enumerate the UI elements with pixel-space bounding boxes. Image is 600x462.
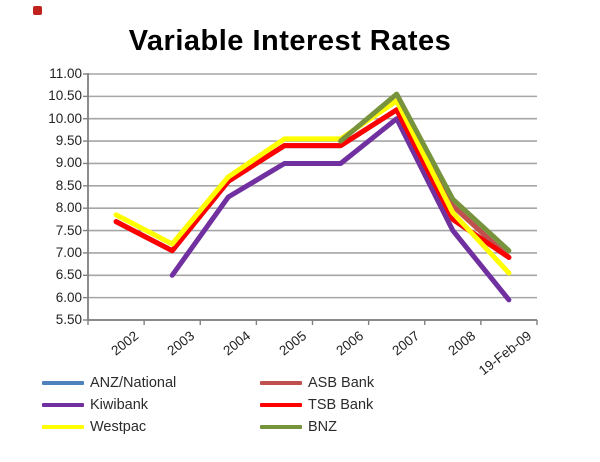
series-line-westpac	[113, 98, 512, 276]
y-tick-label: 8.50	[55, 177, 82, 193]
series-lines	[113, 91, 512, 303]
legend-swatch-asb-bank	[260, 381, 302, 385]
axis-ticks	[83, 73, 538, 325]
y-tick-label: 6.50	[55, 267, 82, 283]
y-tick-label: 8.00	[55, 200, 82, 216]
red-artifact-dot	[33, 6, 42, 15]
legend-item-asb-bank: ASB Bank	[260, 372, 490, 394]
y-tick-label: 5.50	[55, 312, 82, 327]
legend-swatch-bnz	[260, 425, 302, 429]
legend-label: Westpac	[90, 419, 147, 435]
legend-item-anz-national: ANZ/National	[42, 372, 260, 394]
legend-swatch-tsb-bank	[260, 403, 302, 407]
y-tick-label: 11.00	[49, 66, 82, 81]
legend-column: ANZ/National Kiwibank Westpac	[42, 372, 260, 438]
legend-swatch-kiwibank	[42, 403, 84, 407]
legend: ANZ/National Kiwibank Westpac ASB Bank TSB B…	[42, 372, 522, 438]
axes	[87, 73, 537, 321]
series-line-bnz	[338, 91, 512, 254]
y-tick-label: 9.00	[55, 155, 82, 171]
series-line-kiwibank	[169, 116, 512, 303]
legend-swatch-westpac	[42, 425, 84, 429]
y-tick-label: 7.50	[55, 222, 82, 238]
gridlines	[88, 73, 537, 321]
series-line-tsb-bank	[113, 107, 512, 260]
legend-swatch-anz-national	[42, 381, 84, 385]
y-tick-label: 9.50	[55, 133, 82, 149]
y-tick-label: 10.00	[48, 110, 82, 126]
legend-item-bnz: BNZ	[260, 416, 490, 438]
legend-item-tsb-bank: TSB Bank	[260, 394, 490, 416]
y-tick-label: 10.50	[48, 88, 82, 104]
legend-label: ASB Bank	[308, 375, 375, 391]
y-tick-label: 7.00	[55, 244, 82, 260]
legend-label: Kiwibank	[90, 397, 149, 413]
legend-item-westpac: Westpac	[42, 416, 260, 438]
legend-label: BNZ	[308, 419, 337, 435]
series-line-anz-national	[113, 107, 512, 260]
chart-title: Variable Interest Rates	[128, 25, 452, 57]
y-tick-label: 6.00	[55, 289, 82, 305]
legend-label: TSB Bank	[308, 397, 374, 413]
series-line-asb-bank	[113, 107, 512, 260]
legend-item-kiwibank: Kiwibank	[42, 394, 260, 416]
legend-label: ANZ/National	[90, 375, 177, 391]
legend-column: ASB Bank TSB Bank BNZ	[260, 372, 490, 438]
